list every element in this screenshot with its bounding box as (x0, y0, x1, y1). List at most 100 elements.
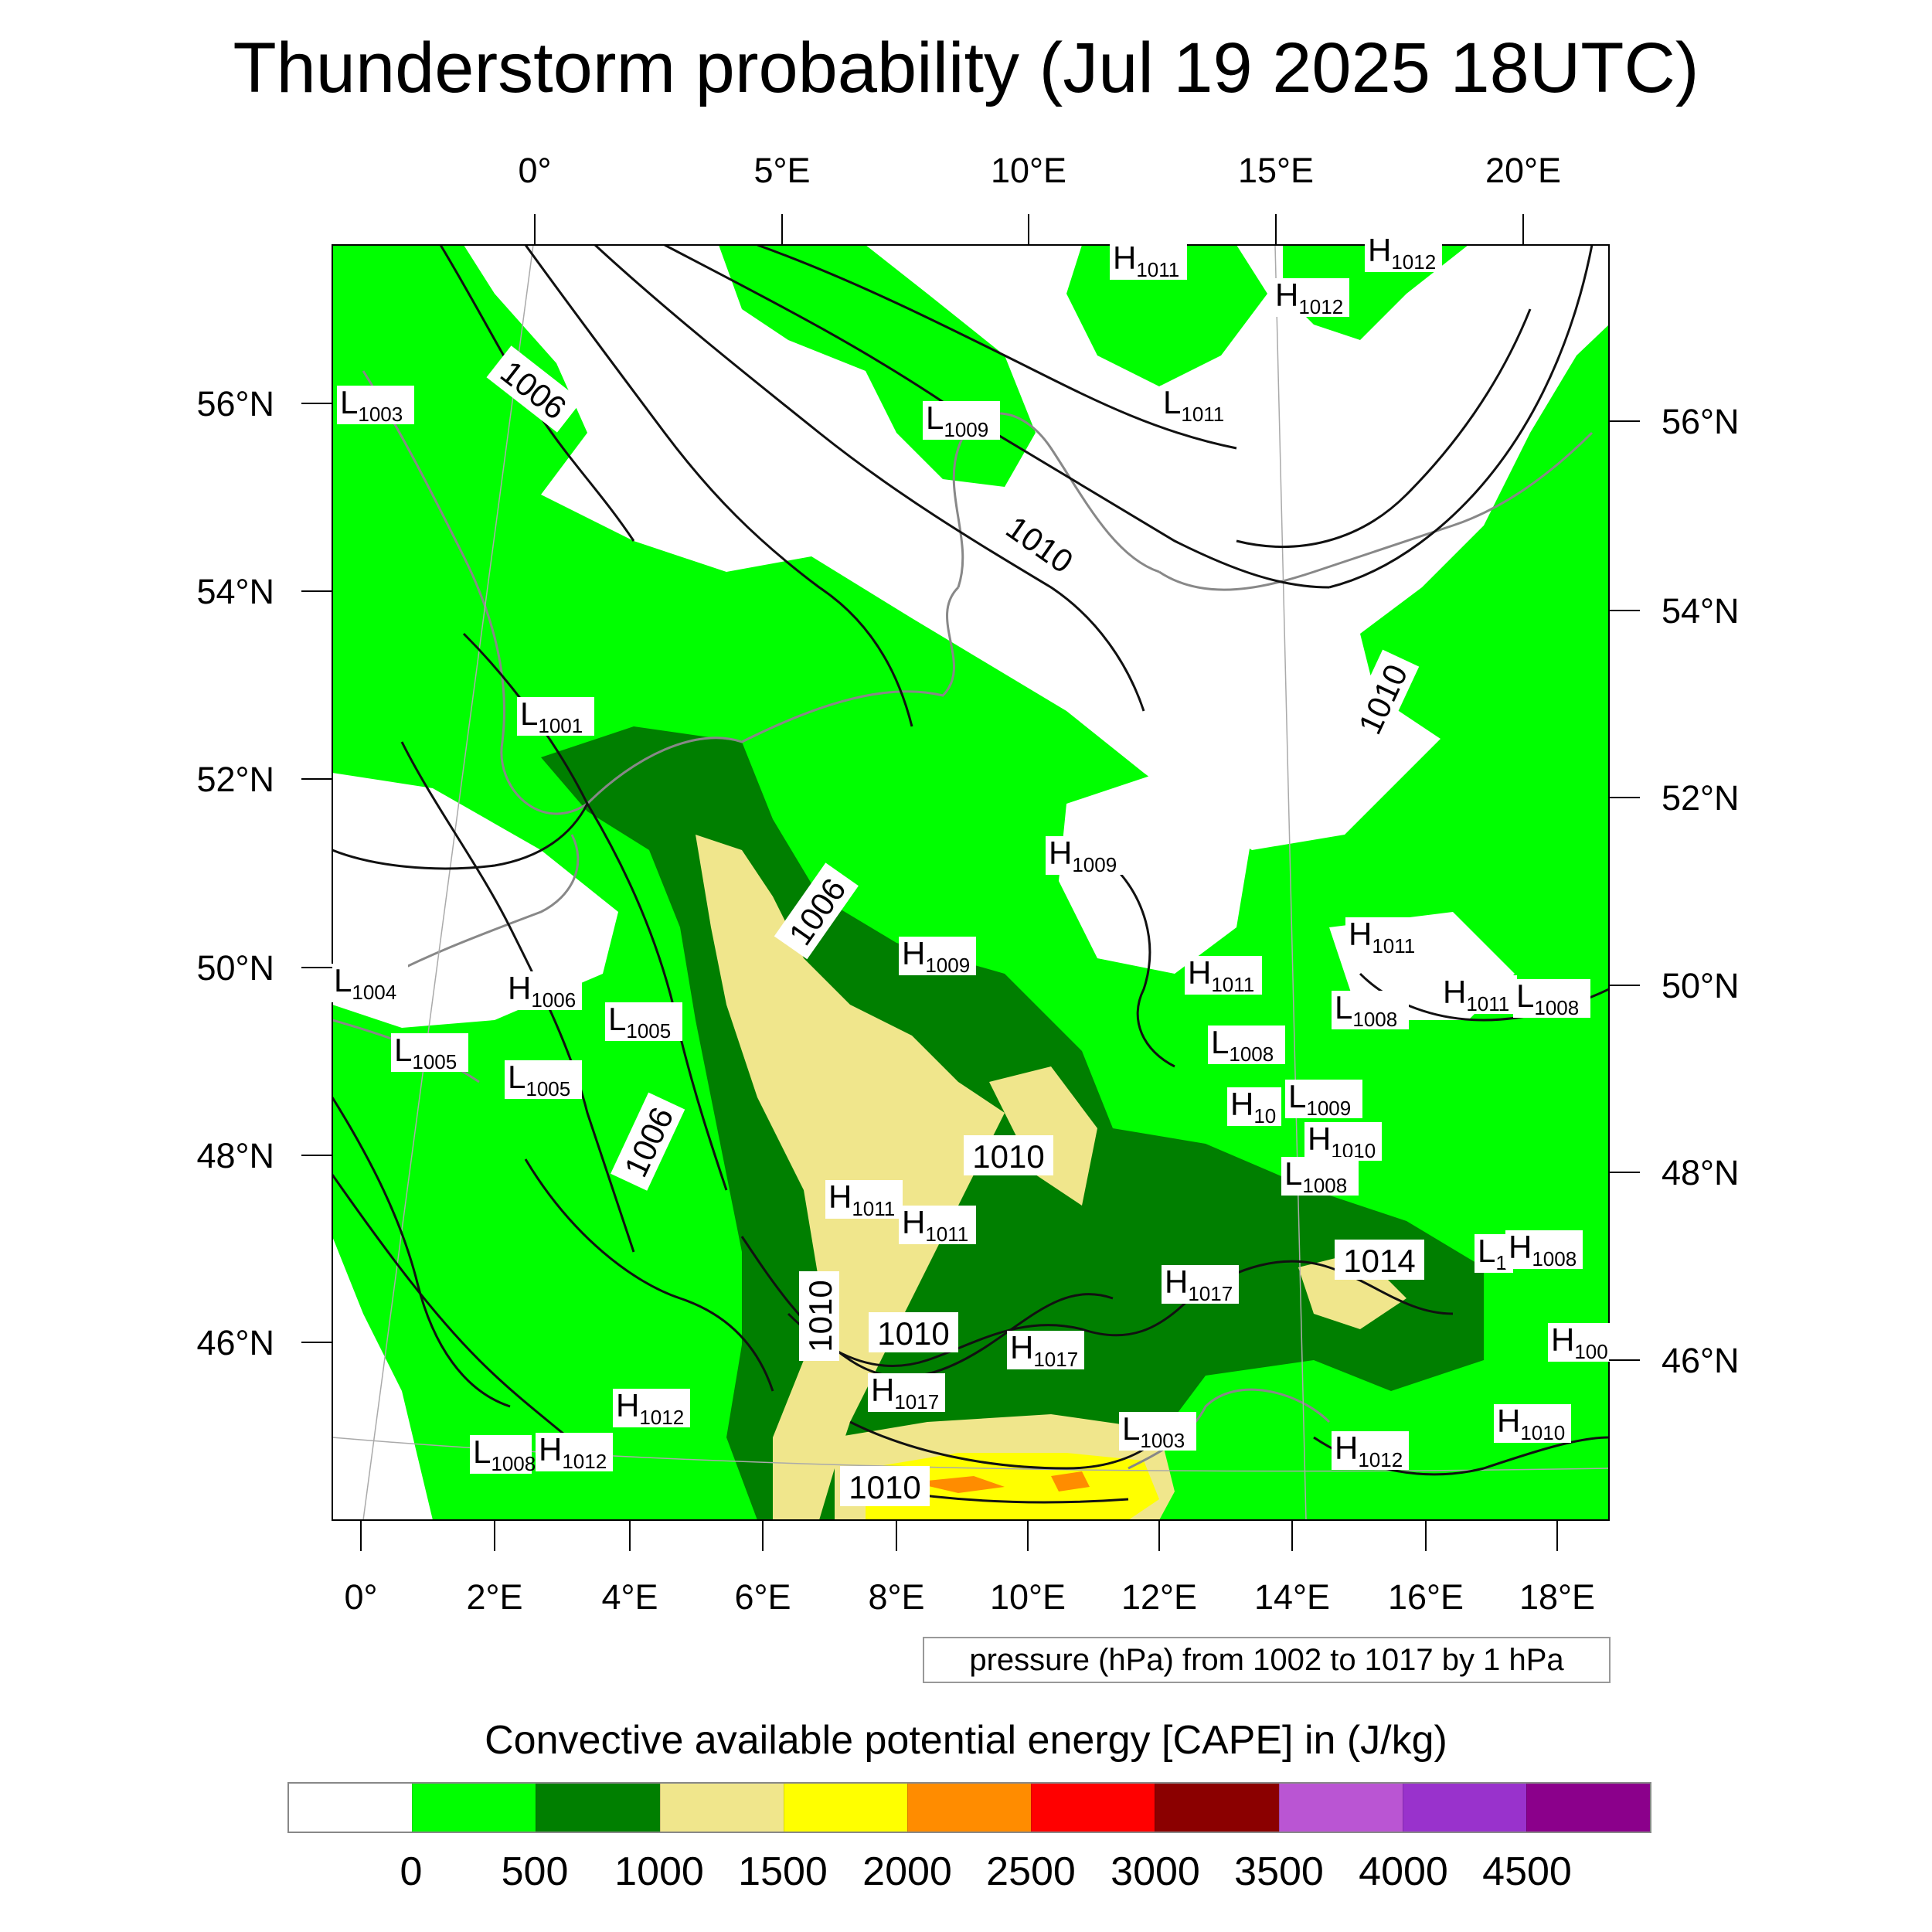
pressure-center-value: 1006 (531, 988, 576, 1012)
pressure-center-type: L (1516, 978, 1534, 1014)
lat-tick-label: 48°N (196, 1136, 274, 1175)
pressure-center-value: 1011 (1466, 992, 1509, 1015)
pressure-center-value: 1012 (639, 1406, 684, 1429)
colorbar-swatch (906, 1784, 1032, 1832)
cape-1000-1500-region (696, 835, 1005, 1520)
lon-tick-label: 18°E (1519, 1577, 1595, 1617)
svg-text:H1008: H1008 (1509, 1229, 1577, 1270)
pressure-center-type: H (1497, 1403, 1520, 1439)
lat-tick-label: 54°N (1662, 591, 1740, 631)
colorbar-swatch (289, 1784, 413, 1832)
pressure-center-value: 1009 (1072, 853, 1117, 876)
svg-text:L1011: L1011 (1163, 384, 1224, 426)
lon-tick-label: 5°E (753, 151, 810, 190)
lat-tick-label: 56°N (1662, 402, 1740, 441)
pressure-center-value: 1005 (526, 1077, 570, 1100)
svg-text:L1: L1 (1478, 1233, 1507, 1274)
colorbar-swatch (1155, 1784, 1279, 1832)
svg-text:L1004: L1004 (334, 962, 396, 1004)
pressure-center-value: 1008 (1534, 996, 1579, 1019)
colorbar-tick-label: 2500 (986, 1849, 1076, 1894)
lat-tick-label: 54°N (196, 572, 274, 611)
colorbar-tick-label: 1000 (614, 1849, 704, 1894)
pressure-center-type: H (1551, 1321, 1574, 1358)
pressure-center-type: H (508, 970, 531, 1006)
plot-frame (332, 244, 1610, 1521)
svg-text:L1008: L1008 (1335, 989, 1397, 1031)
contour-label: 1010 (877, 1315, 949, 1352)
pressure-center-type: H (1349, 916, 1372, 952)
svg-text:L1008: L1008 (1516, 978, 1579, 1019)
svg-text:H1009: H1009 (902, 935, 970, 977)
svg-text:L1003: L1003 (1122, 1410, 1185, 1452)
pressure-center-value: 1003 (1140, 1429, 1185, 1452)
pressure-center-value: 1012 (1391, 250, 1436, 274)
lon-tick-label: 10°E (990, 1577, 1066, 1617)
pressure-center-type: L (1288, 1078, 1306, 1114)
svg-text:H1010: H1010 (1497, 1403, 1565, 1444)
pressure-center-value: 1011 (1211, 973, 1254, 996)
lon-tick-label: 0° (518, 151, 551, 190)
pressure-center-value: 1008 (1532, 1247, 1577, 1270)
svg-text:L1008: L1008 (1284, 1155, 1347, 1197)
pressure-center-type: L (473, 1434, 491, 1470)
svg-text:H1017: H1017 (1165, 1264, 1233, 1305)
pressure-center-type: L (1122, 1410, 1140, 1447)
contour-label: 1010 (849, 1469, 920, 1505)
pressure-center-type: H (1443, 974, 1466, 1010)
pressure-center-value: 1008 (1302, 1174, 1347, 1197)
pressure-center-type: L (340, 384, 358, 420)
lon-tick-label: 14°E (1254, 1577, 1330, 1617)
svg-text:H1012: H1012 (1368, 232, 1436, 274)
pressure-center-value: 1011 (1181, 403, 1224, 426)
pressure-center-type: H (1165, 1264, 1188, 1300)
pressure-center-value: 1009 (944, 418, 988, 441)
top-lon-labels: 0° 5°E 10°E 15°E 20°E (518, 151, 1561, 190)
pressure-center-value: 1005 (412, 1050, 457, 1073)
lon-tick-label: 8°E (868, 1577, 924, 1617)
pressure-center-type: H (616, 1387, 639, 1423)
lat-tick-label: 52°N (196, 760, 274, 799)
pressure-center-value: 1011 (852, 1197, 895, 1220)
svg-text:H1006: H1006 (508, 970, 576, 1012)
pressure-center-type: L (1284, 1155, 1302, 1192)
cape-0-500-east (1360, 325, 1609, 773)
pressure-center-type: H (1188, 954, 1211, 991)
colorbar-swatch (1031, 1784, 1155, 1832)
lon-tick-label: 16°E (1388, 1577, 1464, 1617)
svg-text:H1017: H1017 (871, 1372, 939, 1413)
pressure-center-value: 1017 (1033, 1348, 1078, 1371)
pressure-center-type: H (1308, 1121, 1331, 1157)
contour-info-box: pressure (hPa) from 1002 to 1017 by 1 hP… (923, 1637, 1611, 1683)
pressure-center-type: L (334, 962, 352, 998)
pressure-center-type: L (1478, 1233, 1495, 1269)
cape-0-500-north2 (1066, 245, 1267, 386)
pressure-center-type: H (871, 1372, 894, 1408)
cape-0-500-west (332, 245, 556, 696)
colorbar (287, 1782, 1651, 1833)
contour-label: 1014 (1343, 1243, 1415, 1279)
pressure-center-value: 1017 (1188, 1282, 1233, 1305)
lat-tick-label: 46°N (196, 1323, 274, 1362)
pressure-center-type: L (1163, 384, 1181, 420)
pressure-center-value: 100 (1574, 1340, 1607, 1363)
colorbar-tick-label: 500 (501, 1849, 569, 1894)
pressure-center-type: L (608, 1001, 626, 1037)
contour-label: 1010 (802, 1280, 838, 1352)
pressure-center-value: 1009 (1306, 1097, 1351, 1120)
colorbar-swatch (536, 1784, 660, 1832)
svg-text:H1011: H1011 (1443, 974, 1509, 1015)
svg-text:L1009: L1009 (1288, 1078, 1351, 1120)
left-lat-labels: 56°N 54°N 52°N 50°N 48°N 46°N (196, 384, 274, 1362)
svg-text:H1011: H1011 (1188, 954, 1254, 996)
pressure-center-type: H (902, 1204, 925, 1240)
pressure-center-value: 1008 (1352, 1008, 1397, 1031)
top-ticks (534, 214, 1524, 245)
pressure-center-type: H (1275, 277, 1298, 313)
svg-text:H1011: H1011 (1113, 240, 1179, 281)
lon-tick-label: 6°E (734, 1577, 791, 1617)
contour-label: 1010 (972, 1138, 1044, 1175)
pressure-center-type: H (539, 1431, 562, 1468)
svg-text:H1012: H1012 (1275, 277, 1343, 318)
